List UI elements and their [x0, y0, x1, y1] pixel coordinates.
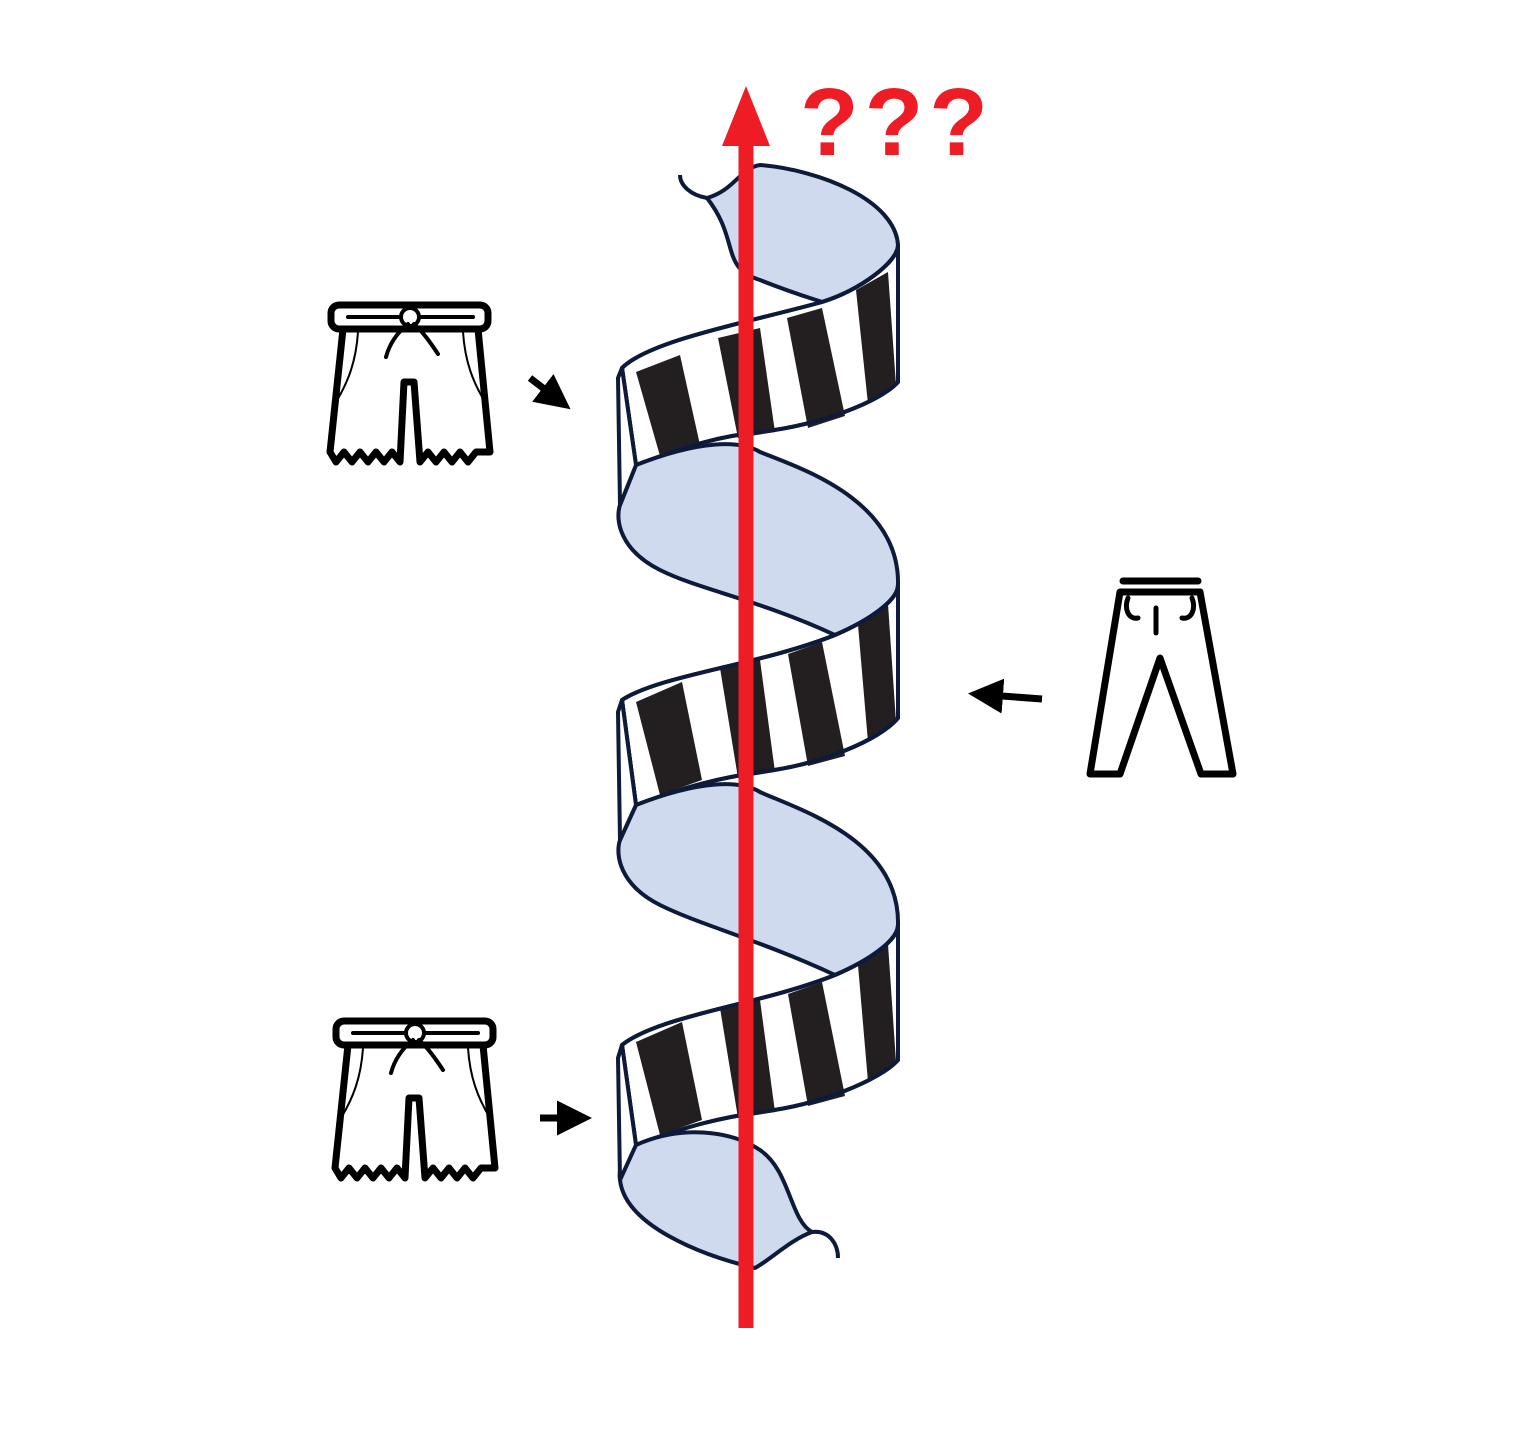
helix-inner-face-3: [616, 782, 901, 977]
helix-band-3: [620, 923, 900, 1147]
helix-band-1: [620, 243, 900, 467]
shorts-icon: [331, 1017, 499, 1182]
axis-arrow: [722, 86, 770, 1328]
trousers-icon: [1086, 577, 1237, 778]
helix-tail-top: [678, 174, 708, 200]
pointer-arrow-top: [527, 374, 571, 410]
helix-inner-face-bottom: [617, 1130, 814, 1270]
helix-tail-bottom: [811, 1229, 840, 1259]
shorts-icon: [326, 301, 494, 466]
axis-question-label: ???: [800, 69, 994, 176]
helix-band-2: [620, 583, 900, 807]
helix-inner-face-2: [616, 442, 901, 637]
pointer-arrow-right: [968, 678, 1043, 714]
axis-arrow-head: [722, 86, 770, 146]
helix-ribbon: [616, 163, 901, 1270]
